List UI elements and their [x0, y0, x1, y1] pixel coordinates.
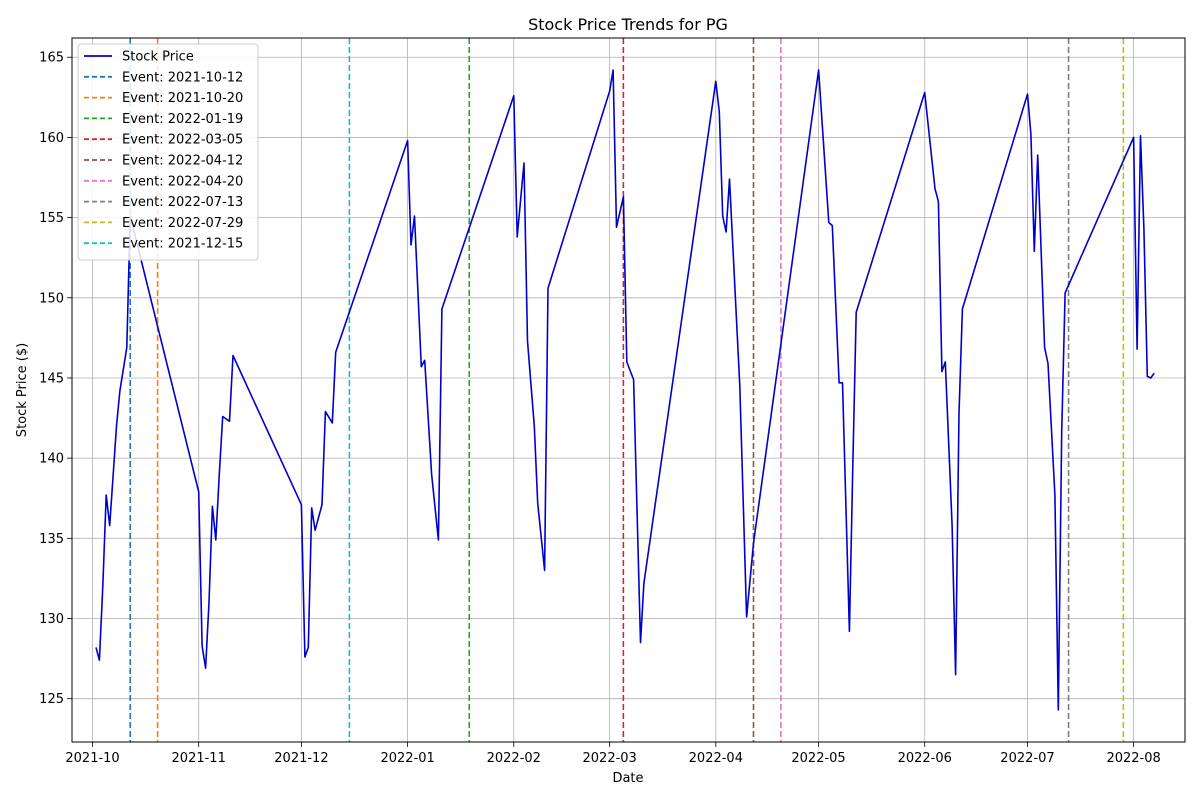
legend-label: Event: 2022-03-05 [122, 133, 243, 148]
y-tick-label: 155 [39, 211, 64, 226]
legend-label: Event: 2022-07-13 [122, 195, 243, 210]
y-tick-label: 160 [39, 131, 64, 146]
y-tick-label: 140 [39, 452, 64, 467]
y-axis-label: Stock Price ($) [15, 343, 30, 437]
y-tick-label: 165 [39, 51, 64, 66]
x-tick-label: 2022-04 [689, 751, 743, 766]
x-tick-label: 2022-05 [791, 751, 845, 766]
x-axis: 2021-10 2021-11 2021-12 2022-01 2022-02 2022-… [65, 742, 1161, 766]
y-tick-label: 125 [39, 692, 64, 707]
legend-label: Event: 2021-10-20 [122, 91, 243, 106]
stock-price-line [95, 69, 1155, 711]
legend-label: Event: 2022-04-20 [122, 174, 243, 189]
y-tick-label: 130 [39, 612, 64, 627]
x-tick-label: 2021-11 [172, 751, 226, 766]
x-tick-label: 2022-06 [898, 751, 952, 766]
legend-label: Event: 2021-12-15 [122, 237, 243, 252]
legend-label: Event: 2022-07-29 [122, 216, 243, 231]
event-lines [129, 38, 1125, 742]
x-axis-label: Date [612, 771, 643, 786]
x-tick-label: 2022-03 [583, 751, 637, 766]
x-tick-label: 2021-12 [274, 751, 328, 766]
legend-box [77, 43, 259, 261]
plot-frame [71, 37, 1186, 743]
y-tick-label: 135 [39, 532, 64, 547]
x-tick-label: 2022-08 [1106, 751, 1160, 766]
legend-label: Stock Price [122, 50, 194, 65]
x-tick-label: 2021-10 [65, 751, 119, 766]
legend-label: Event: 2022-01-19 [122, 112, 243, 127]
x-tick-label: 2022-07 [1000, 751, 1054, 766]
chart-title: Stock Price Trends for PG [528, 15, 728, 34]
y-axis: 125 130 135 140 145 150 155 160 165 [39, 51, 72, 707]
y-tick-label: 150 [39, 291, 64, 306]
series-group [95, 69, 1155, 711]
legend: Stock Price Event: 2021-10-12 Event: 2021-… [77, 43, 259, 261]
legend-label: Event: 2021-10-12 [122, 70, 243, 85]
legend-label: Event: 2022-04-12 [122, 154, 243, 169]
x-tick-label: 2022-02 [487, 751, 541, 766]
x-tick-label: 2022-01 [380, 751, 434, 766]
y-tick-label: 145 [39, 371, 64, 386]
